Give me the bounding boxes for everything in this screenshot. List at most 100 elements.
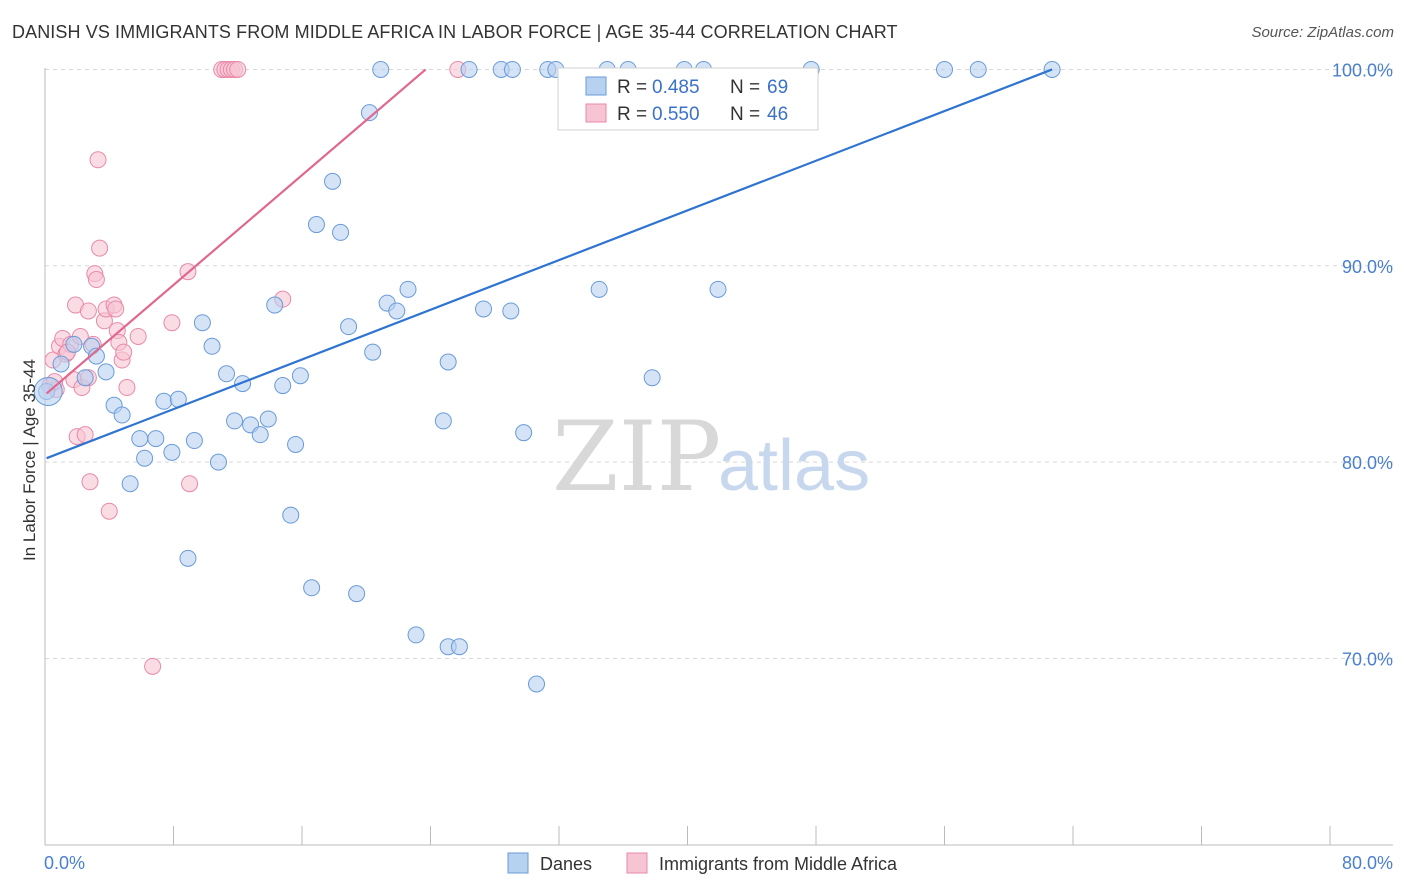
danes-point (155, 392, 173, 410)
danes-point (163, 443, 181, 461)
bottom-legend: Danes Immigrants from Middle Africa (507, 852, 898, 874)
immigrants-point (107, 300, 125, 318)
legend-r-label: R = (617, 104, 647, 125)
immigrants-point (181, 475, 199, 493)
y-tick-labels: 70.0% 80.0% 90.0% 100.0% (1332, 60, 1393, 669)
immigrants-point (129, 327, 147, 345)
immigrants-point (81, 473, 99, 491)
y-axis-label: In Labor Force | Age 35-44 (20, 359, 39, 561)
immigrants-point (91, 239, 109, 257)
legend-n-value-immigrants: 46 (767, 104, 788, 125)
legend-n-value-danes: 69 (767, 77, 788, 98)
danes-point (251, 426, 269, 444)
x-tick-label-max: 80.0% (1342, 853, 1393, 873)
y-tick-label: 70.0% (1342, 649, 1393, 669)
danes-point (266, 296, 284, 314)
legend-r-label: R = (617, 77, 647, 98)
bottom-legend-label-danes: Danes (540, 854, 592, 874)
y-tick-label: 100.0% (1332, 60, 1393, 80)
x-tick-label-min: 0.0% (44, 853, 85, 873)
danes-point (274, 377, 292, 395)
danes-point (76, 369, 94, 387)
danes-point (218, 365, 236, 383)
immigrants-point (163, 314, 181, 332)
trend-lines (45, 68, 1053, 460)
danes-point (969, 60, 987, 78)
danes-point (65, 335, 83, 353)
immigrants-point (118, 379, 136, 397)
bottom-legend-label-immigrants: Immigrants from Middle Africa (659, 854, 898, 874)
watermark: ZIP atlas (552, 401, 870, 513)
danes-point (193, 314, 211, 332)
danes-point (388, 302, 406, 320)
y-tick-label: 80.0% (1342, 453, 1393, 473)
legend-swatch-immigrants (585, 103, 607, 123)
immigrants-point (89, 151, 107, 169)
danes-point (131, 430, 149, 448)
danes-point (407, 626, 425, 644)
danes-point (226, 412, 244, 430)
x-tick-labels: 0.0% 80.0% (44, 853, 1393, 873)
trend-line-danes (46, 68, 1053, 460)
legend-swatch-danes (585, 76, 607, 96)
chart-title: DANISH VS IMMIGRANTS FROM MIDDLE AFRICA … (12, 22, 898, 42)
danes-point (372, 60, 390, 78)
danes-point (291, 367, 309, 385)
bottom-legend-swatch-immigrants (626, 852, 648, 874)
danes-point (643, 369, 661, 387)
danes-point (282, 506, 300, 524)
danes-point (324, 172, 342, 190)
danes-point (709, 280, 727, 298)
immigrants-point (100, 502, 118, 520)
danes-point (439, 353, 457, 371)
watermark-atlas: atlas (718, 426, 870, 506)
danes-point (136, 449, 154, 467)
danes-point (52, 355, 70, 373)
bottom-legend-swatch-danes (507, 852, 529, 874)
danes-point (340, 318, 358, 336)
danes-point (259, 410, 277, 428)
stats-legend: R = 0.485 N = 69 R = 0.550 N = 46 (557, 67, 819, 131)
danes-point (475, 300, 493, 318)
danes-point (502, 302, 520, 320)
y-tick-label: 90.0% (1342, 257, 1393, 277)
immigrants-point (144, 657, 162, 675)
immigrants-point (87, 271, 105, 289)
immigrants-point (115, 343, 133, 361)
danes-point (209, 453, 227, 471)
danes-point (503, 60, 521, 78)
danes-point (590, 280, 608, 298)
danes-point (113, 406, 131, 424)
danes-point (450, 638, 468, 656)
danes-point (87, 347, 105, 365)
danes-point (147, 430, 165, 448)
danes-point (303, 579, 321, 597)
danes-point (528, 675, 546, 693)
danes-point (185, 432, 203, 450)
legend-n-label: N = (730, 104, 760, 125)
danes-point (515, 424, 533, 442)
legend-r-value-immigrants: 0.550 (652, 104, 700, 125)
immigrants-point (229, 60, 247, 78)
danes-point (936, 60, 953, 78)
danes-point (364, 343, 382, 361)
grid-lines (45, 68, 1393, 659)
legend-r-value-danes: 0.485 (652, 77, 700, 98)
source-label: Source: ZipAtlas.com (1251, 24, 1394, 41)
danes-point (399, 280, 417, 298)
danes-point (203, 337, 221, 355)
danes-point (434, 412, 452, 430)
danes-point (307, 216, 325, 234)
danes-point (121, 475, 139, 493)
axes (44, 68, 1393, 846)
danes-point (97, 363, 115, 381)
danes-point (360, 104, 378, 122)
danes-point (460, 60, 478, 78)
immigrants-point (79, 302, 97, 320)
trend-line-immigrants (45, 68, 427, 395)
legend-n-label: N = (730, 77, 760, 98)
danes-point (179, 549, 197, 567)
watermark-zip: ZIP (552, 401, 721, 513)
danes-point (348, 585, 366, 603)
danes-point (287, 435, 305, 453)
